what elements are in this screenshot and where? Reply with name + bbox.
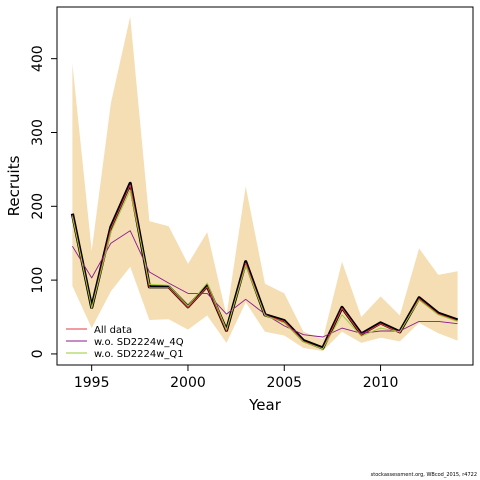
- y-tick-label: 100: [30, 267, 46, 294]
- y-tick-label: 300: [30, 119, 46, 146]
- legend-item: All data: [66, 325, 132, 336]
- confidence-band: [72, 16, 458, 351]
- x-axis-label: Year: [248, 396, 282, 414]
- y-axis: 0 100 200 300 400: [30, 45, 58, 358]
- x-axis: 1995 2000 2005 2010: [74, 364, 399, 391]
- series-line-w-o-sd2224w-q1: [71, 189, 458, 350]
- x-tick-label: 1995: [74, 375, 110, 391]
- legend-label: w.o. SD2224w_Q1: [94, 349, 184, 360]
- y-tick-label: 0: [30, 349, 46, 358]
- series-layer: [70, 181, 459, 350]
- confidence-band-area: [72, 16, 458, 351]
- legend-label: w.o. SD2224w_4Q: [94, 337, 184, 348]
- x-tick-label: 2010: [363, 375, 399, 391]
- footer-credit: stockassessment.org, WBcod_2015, r4722: [370, 472, 477, 478]
- legend-label: All data: [94, 325, 132, 336]
- y-tick-label: 400: [30, 45, 46, 72]
- x-tick-label: 2000: [170, 375, 206, 391]
- y-tick-label: 200: [30, 193, 46, 220]
- legend-item: w.o. SD2224w_Q1: [66, 349, 184, 360]
- legend-item: w.o. SD2224w_4Q: [66, 337, 184, 348]
- y-axis-label: Recruits: [5, 155, 23, 216]
- x-tick-label: 2005: [266, 375, 302, 391]
